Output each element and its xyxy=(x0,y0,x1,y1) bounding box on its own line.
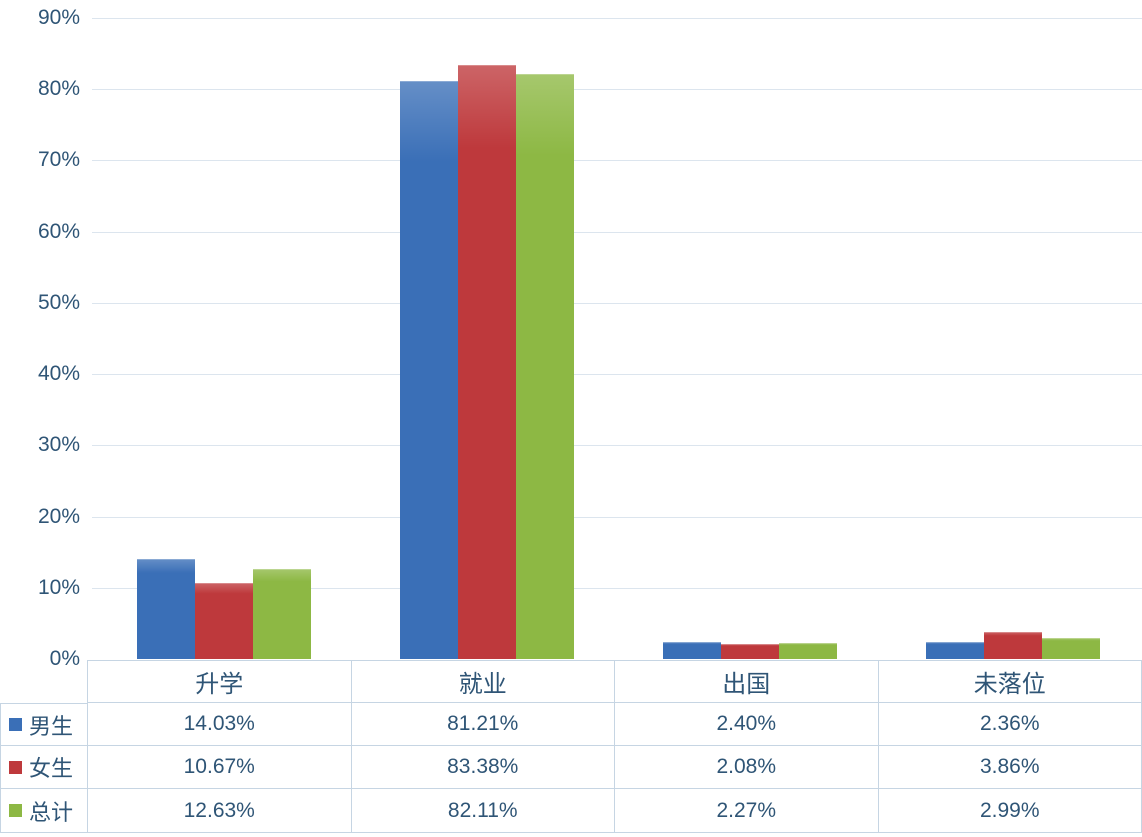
legend-item-female: 女生 xyxy=(0,746,88,789)
gridline xyxy=(92,516,1142,518)
gridline xyxy=(92,231,1142,233)
gridline xyxy=(92,302,1142,304)
bar-男生-出国 xyxy=(662,641,721,659)
y-axis-tick-label: 30% xyxy=(37,433,80,457)
bar-女生-升学 xyxy=(194,583,253,659)
female-series-swatch-icon xyxy=(9,760,22,774)
table-corner-cell xyxy=(0,660,88,703)
y-axis-tick-label: 20% xyxy=(37,504,80,528)
y-axis-tick-label: 80% xyxy=(37,77,80,101)
value-total-shengxue: 12.63% xyxy=(88,789,352,833)
value-male-shengxue: 14.03% xyxy=(88,703,352,746)
y-axis-tick-label: 40% xyxy=(37,362,80,386)
chart-data-table: 升学 就业 出国 未落位 男生 14.03% 81.21% 2.40% 2.36… xyxy=(0,660,1142,833)
y-axis-tick-label: 10% xyxy=(37,575,80,599)
y-axis-tick-label: 0% xyxy=(49,647,80,670)
value-total-weiluowei: 2.99% xyxy=(878,789,1142,833)
bar-总计-未落位 xyxy=(1041,637,1100,659)
value-total-jiuye: 82.11% xyxy=(351,789,615,833)
bar-总计-就业 xyxy=(515,74,574,659)
value-female-jiuye: 83.38% xyxy=(351,746,615,789)
value-female-weiluowei: 3.86% xyxy=(878,746,1142,789)
gridline xyxy=(92,587,1142,589)
bar-女生-未落位 xyxy=(983,631,1042,659)
legend-item-male: 男生 xyxy=(0,703,88,746)
bar-chart-plot-area: 90% 80% 70% 60% 50% 40% 30% 20% 10% 0% xyxy=(37,6,1142,670)
total-series-swatch-icon xyxy=(9,804,22,817)
male-series-swatch-icon xyxy=(9,718,22,731)
value-female-shengxue: 10.67% xyxy=(88,746,352,789)
legend-label-male: 男生 xyxy=(29,713,74,739)
bar-男生-升学 xyxy=(136,559,195,659)
value-female-chuguo: 2.08% xyxy=(615,746,879,789)
gridline xyxy=(92,89,1142,91)
category-header-shengxue: 升学 xyxy=(88,660,352,703)
legend-label-female: 女生 xyxy=(29,756,74,781)
category-header-weiluowei: 未落位 xyxy=(878,660,1142,703)
y-axis-tick-label: 90% xyxy=(37,6,80,29)
category-header-jiuye: 就业 xyxy=(351,660,615,703)
bar-女生-就业 xyxy=(457,65,516,659)
bar-总计-出国 xyxy=(778,642,837,659)
bar-总计-升学 xyxy=(252,569,311,659)
legend-item-total: 总计 xyxy=(0,789,88,833)
value-male-chuguo: 2.40% xyxy=(615,703,879,746)
gridline xyxy=(92,160,1142,162)
y-axis-tick-label: 70% xyxy=(37,148,80,172)
value-male-jiuye: 81.21% xyxy=(351,703,615,746)
y-axis-tick-label: 50% xyxy=(37,290,80,314)
category-header-chuguo: 出国 xyxy=(615,660,879,703)
value-male-weiluowei: 2.36% xyxy=(878,703,1142,746)
gridline xyxy=(92,374,1142,376)
value-total-chuguo: 2.27% xyxy=(615,789,879,833)
bar-男生-未落位 xyxy=(925,642,984,659)
gridline xyxy=(92,18,1142,19)
legend-label-total: 总计 xyxy=(29,799,74,825)
gridline xyxy=(92,445,1142,447)
y-axis-tick-label: 60% xyxy=(37,219,80,243)
bar-男生-就业 xyxy=(399,80,458,659)
bar-女生-出国 xyxy=(720,644,779,659)
